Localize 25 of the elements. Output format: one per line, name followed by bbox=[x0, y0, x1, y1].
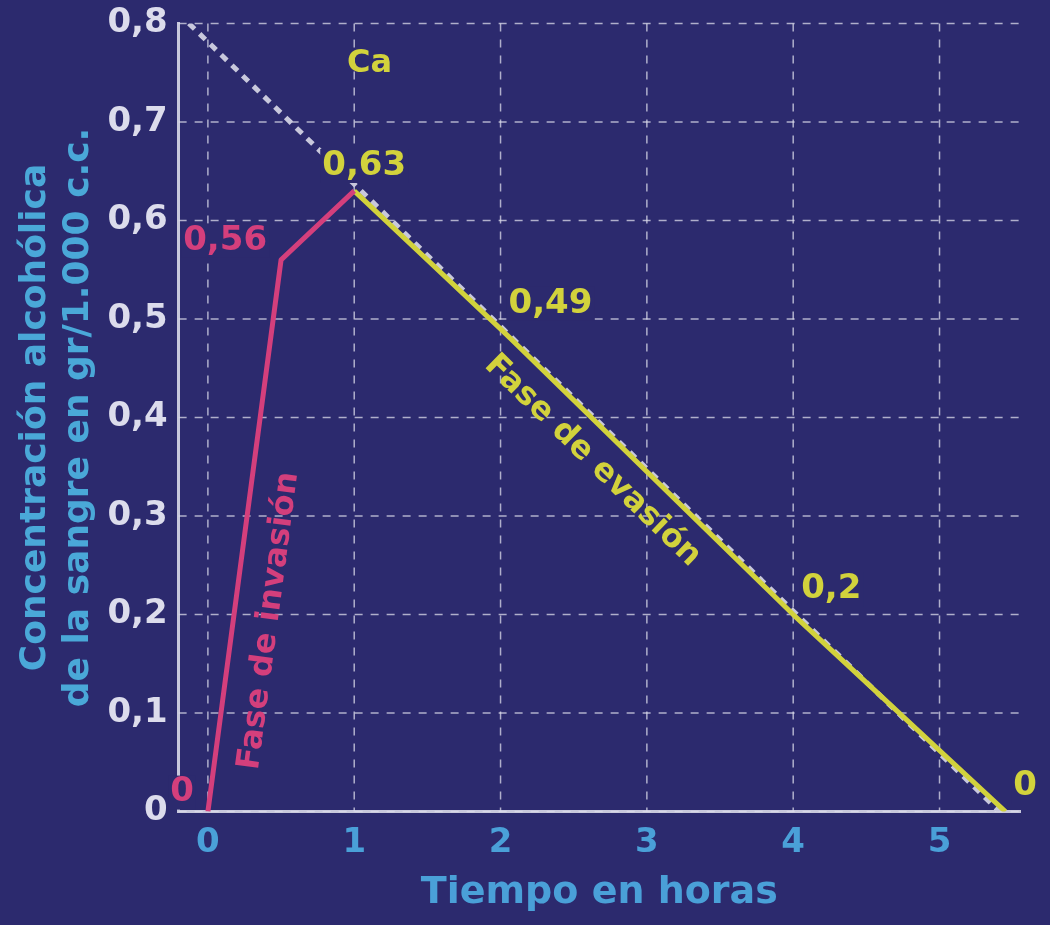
y-tick-label: 0,5 bbox=[107, 295, 168, 336]
y-tick-label: 0 bbox=[143, 788, 168, 829]
annotation: Ca bbox=[346, 41, 392, 80]
data-label: 0 bbox=[170, 769, 194, 810]
y-tick-label: 0,6 bbox=[107, 197, 168, 238]
y-tick-label: 0,7 bbox=[107, 98, 168, 139]
y-axis-title: Concentración alcohólica de la sangre en gr/1.000 c.c. bbox=[11, 127, 97, 708]
x-tick-label: 2 bbox=[488, 819, 513, 860]
y-tick-label: 0,3 bbox=[107, 492, 168, 533]
data-label: 0,63 bbox=[322, 142, 407, 183]
y-tick-label: 0,2 bbox=[107, 591, 168, 632]
text: Fase de invasión bbox=[228, 469, 306, 772]
x-tick-label: 5 bbox=[927, 819, 952, 860]
y-tick-label: 0,8 bbox=[107, 0, 168, 41]
x-tick-label: 4 bbox=[781, 819, 806, 860]
x-axis-title: Tiempo en horas bbox=[420, 868, 778, 913]
x-tick-label: 3 bbox=[635, 819, 659, 860]
y-tick-label: 0,4 bbox=[107, 394, 168, 435]
data-label: 0,56 bbox=[183, 217, 268, 258]
data-label: 0 bbox=[1013, 763, 1038, 804]
x-tick-label: 0 bbox=[196, 819, 220, 860]
data-label: 0,2 bbox=[801, 566, 862, 607]
x-tick-label: 1 bbox=[342, 819, 367, 860]
y-tick-label: 0,1 bbox=[107, 689, 168, 730]
data-label: 0,49 bbox=[508, 280, 593, 321]
